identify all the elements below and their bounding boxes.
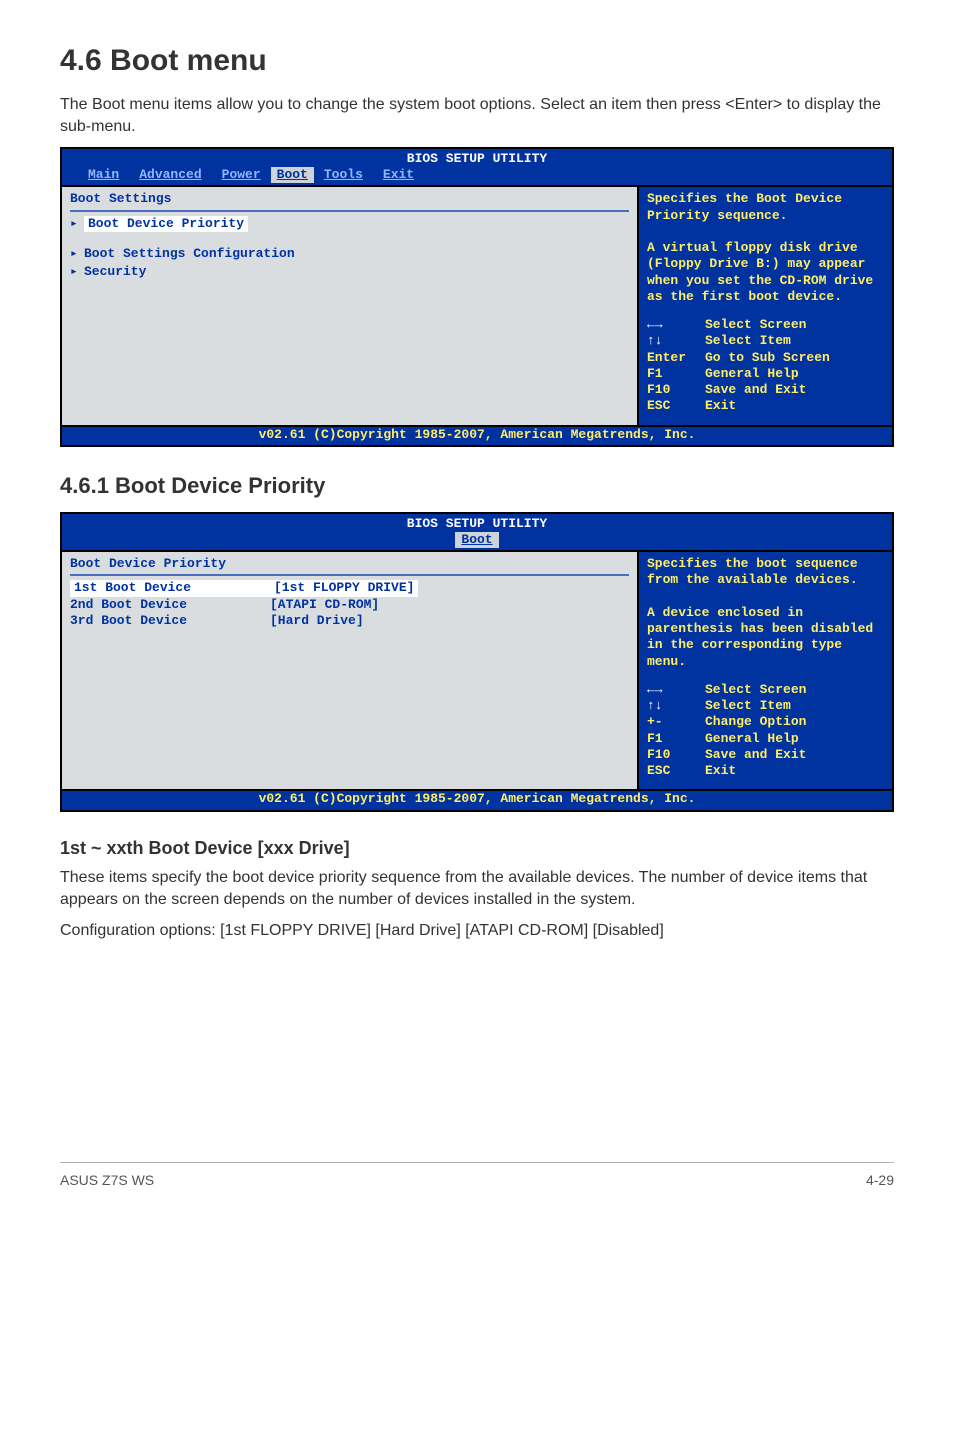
- nav-key: F10: [647, 382, 705, 398]
- device-label: 2nd Boot Device: [70, 597, 270, 613]
- tab-advanced[interactable]: Advanced: [129, 167, 211, 183]
- help-line: A device enclosed in parenthesis has bee…: [647, 605, 884, 670]
- nav-label: General Help: [705, 366, 799, 382]
- nav-key: ←→: [647, 317, 705, 333]
- section-heading-4-6-1: 4.6.1 Boot Device Priority: [60, 471, 894, 502]
- divider: [70, 210, 629, 212]
- nav-key: ←→: [647, 682, 705, 698]
- arrow-icon: ▸: [70, 216, 84, 232]
- list-item[interactable]: 3rd Boot Device[Hard Drive]: [70, 613, 629, 629]
- nav-row: F1General Help: [647, 731, 884, 747]
- bios-help-text: Specifies the boot sequence from the ava…: [647, 556, 884, 670]
- device-value: [1st FLOPPY DRIVE]: [270, 580, 418, 596]
- nav-row: ESCExit: [647, 398, 884, 414]
- list-item-label: Boot Settings Configuration: [84, 246, 295, 262]
- help-line: [647, 224, 884, 240]
- nav-label: Save and Exit: [705, 382, 806, 398]
- nav-key: +-: [647, 714, 705, 730]
- device-label: 3rd Boot Device: [70, 613, 270, 629]
- bios-help-text: Specifies the Boot Device Priority seque…: [647, 191, 884, 305]
- nav-label: Select Item: [705, 698, 791, 714]
- list-item-label: Boot Device Priority: [84, 216, 248, 232]
- list-item[interactable]: ▸Boot Settings Configuration: [70, 246, 629, 262]
- page-title: 4.6 Boot menu: [60, 40, 894, 82]
- nav-row: F10Save and Exit: [647, 382, 884, 398]
- divider: [70, 574, 629, 576]
- help-line: [647, 589, 884, 605]
- nav-label: General Help: [705, 731, 799, 747]
- device-label: 1st Boot Device: [70, 580, 270, 596]
- nav-row: ←→Select Screen: [647, 317, 884, 333]
- page-footer: ASUS Z7S WS 4-29: [60, 1163, 894, 1231]
- bios-screen-boot-priority: BIOS SETUP UTILITY Boot Boot Device Prio…: [60, 512, 894, 812]
- nav-key: ↑↓: [647, 698, 705, 714]
- nav-label: Select Item: [705, 333, 791, 349]
- bios-header: BIOS SETUP UTILITY MainAdvancedPowerBoot…: [62, 149, 892, 186]
- nav-key: ↑↓: [647, 333, 705, 349]
- list-item[interactable]: ▸Security: [70, 264, 629, 280]
- arrow-icon: ▸: [70, 246, 84, 262]
- intro-text: The Boot menu items allow you to change …: [60, 94, 894, 139]
- footer-left: ASUS Z7S WS: [60, 1171, 154, 1191]
- device-value: [Hard Drive]: [270, 613, 364, 629]
- help-line: Specifies the boot sequence from the ava…: [647, 556, 884, 589]
- bios-menubar: Boot: [62, 532, 892, 550]
- bios-screen-boot-settings: BIOS SETUP UTILITY MainAdvancedPowerBoot…: [60, 147, 894, 447]
- list-item[interactable]: 2nd Boot Device[ATAPI CD-ROM]: [70, 597, 629, 613]
- list-item-label: Security: [84, 264, 146, 280]
- list-item[interactable]: 1st Boot Device[1st FLOPPY DRIVE]: [70, 580, 629, 596]
- tab-boot[interactable]: Boot: [271, 167, 314, 183]
- bios-help-pane: Specifies the boot sequence from the ava…: [637, 552, 892, 789]
- tab-boot[interactable]: Boot: [455, 532, 498, 548]
- option-desc-1: These items specify the boot device prio…: [60, 867, 894, 912]
- nav-row: ESCExit: [647, 763, 884, 779]
- nav-key: ESC: [647, 763, 705, 779]
- bios-header-title: BIOS SETUP UTILITY: [407, 516, 547, 531]
- option-desc-2: Configuration options: [1st FLOPPY DRIVE…: [60, 920, 894, 942]
- footer-right: 4-29: [866, 1171, 894, 1191]
- bios-menubar: MainAdvancedPowerBootToolsExit: [62, 167, 892, 185]
- bios-left-title: Boot Device Priority: [70, 556, 629, 572]
- tab-power[interactable]: Power: [212, 167, 271, 183]
- bios-nav-keys: ←→Select Screen↑↓Select ItemEnterGo to S…: [647, 305, 884, 421]
- nav-key: F1: [647, 366, 705, 382]
- nav-row: ↑↓Select Item: [647, 698, 884, 714]
- nav-row: EnterGo to Sub Screen: [647, 350, 884, 366]
- nav-label: Change Option: [705, 714, 806, 730]
- nav-label: Save and Exit: [705, 747, 806, 763]
- nav-row: F10Save and Exit: [647, 747, 884, 763]
- bios-header-title: BIOS SETUP UTILITY: [407, 151, 547, 166]
- tab-tools[interactable]: Tools: [314, 167, 373, 183]
- arrow-icon: ▸: [70, 264, 84, 280]
- nav-row: ←→Select Screen: [647, 682, 884, 698]
- bios-help-pane: Specifies the Boot Device Priority seque…: [637, 187, 892, 424]
- option-heading: 1st ~ xxth Boot Device [xxx Drive]: [60, 836, 894, 861]
- help-line: A virtual floppy disk drive (Floppy Driv…: [647, 240, 884, 305]
- nav-row: ↑↓Select Item: [647, 333, 884, 349]
- nav-label: Select Screen: [705, 682, 806, 698]
- tab-main[interactable]: Main: [78, 167, 129, 183]
- nav-key: Enter: [647, 350, 705, 366]
- nav-label: Exit: [705, 763, 736, 779]
- bios-header: BIOS SETUP UTILITY Boot: [62, 514, 892, 551]
- bios-nav-keys: ←→Select Screen↑↓Select Item+-Change Opt…: [647, 670, 884, 786]
- device-value: [ATAPI CD-ROM]: [270, 597, 379, 613]
- bios-footer: v02.61 (C)Copyright 1985-2007, American …: [62, 789, 892, 809]
- list-item[interactable]: ▸Boot Device Priority: [70, 216, 629, 232]
- bios-left-title: Boot Settings: [70, 191, 629, 207]
- nav-key: ESC: [647, 398, 705, 414]
- bios-footer: v02.61 (C)Copyright 1985-2007, American …: [62, 425, 892, 445]
- help-line: Specifies the Boot Device Priority seque…: [647, 191, 884, 224]
- nav-key: F1: [647, 731, 705, 747]
- nav-key: F10: [647, 747, 705, 763]
- nav-label: Exit: [705, 398, 736, 414]
- nav-label: Select Screen: [705, 317, 806, 333]
- bios-left-pane: Boot Device Priority 1st Boot Device[1st…: [62, 552, 637, 789]
- nav-label: Go to Sub Screen: [705, 350, 830, 366]
- nav-row: F1General Help: [647, 366, 884, 382]
- bios-left-pane: Boot Settings ▸Boot Device Priority▸Boot…: [62, 187, 637, 424]
- nav-row: +-Change Option: [647, 714, 884, 730]
- tab-exit[interactable]: Exit: [373, 167, 424, 183]
